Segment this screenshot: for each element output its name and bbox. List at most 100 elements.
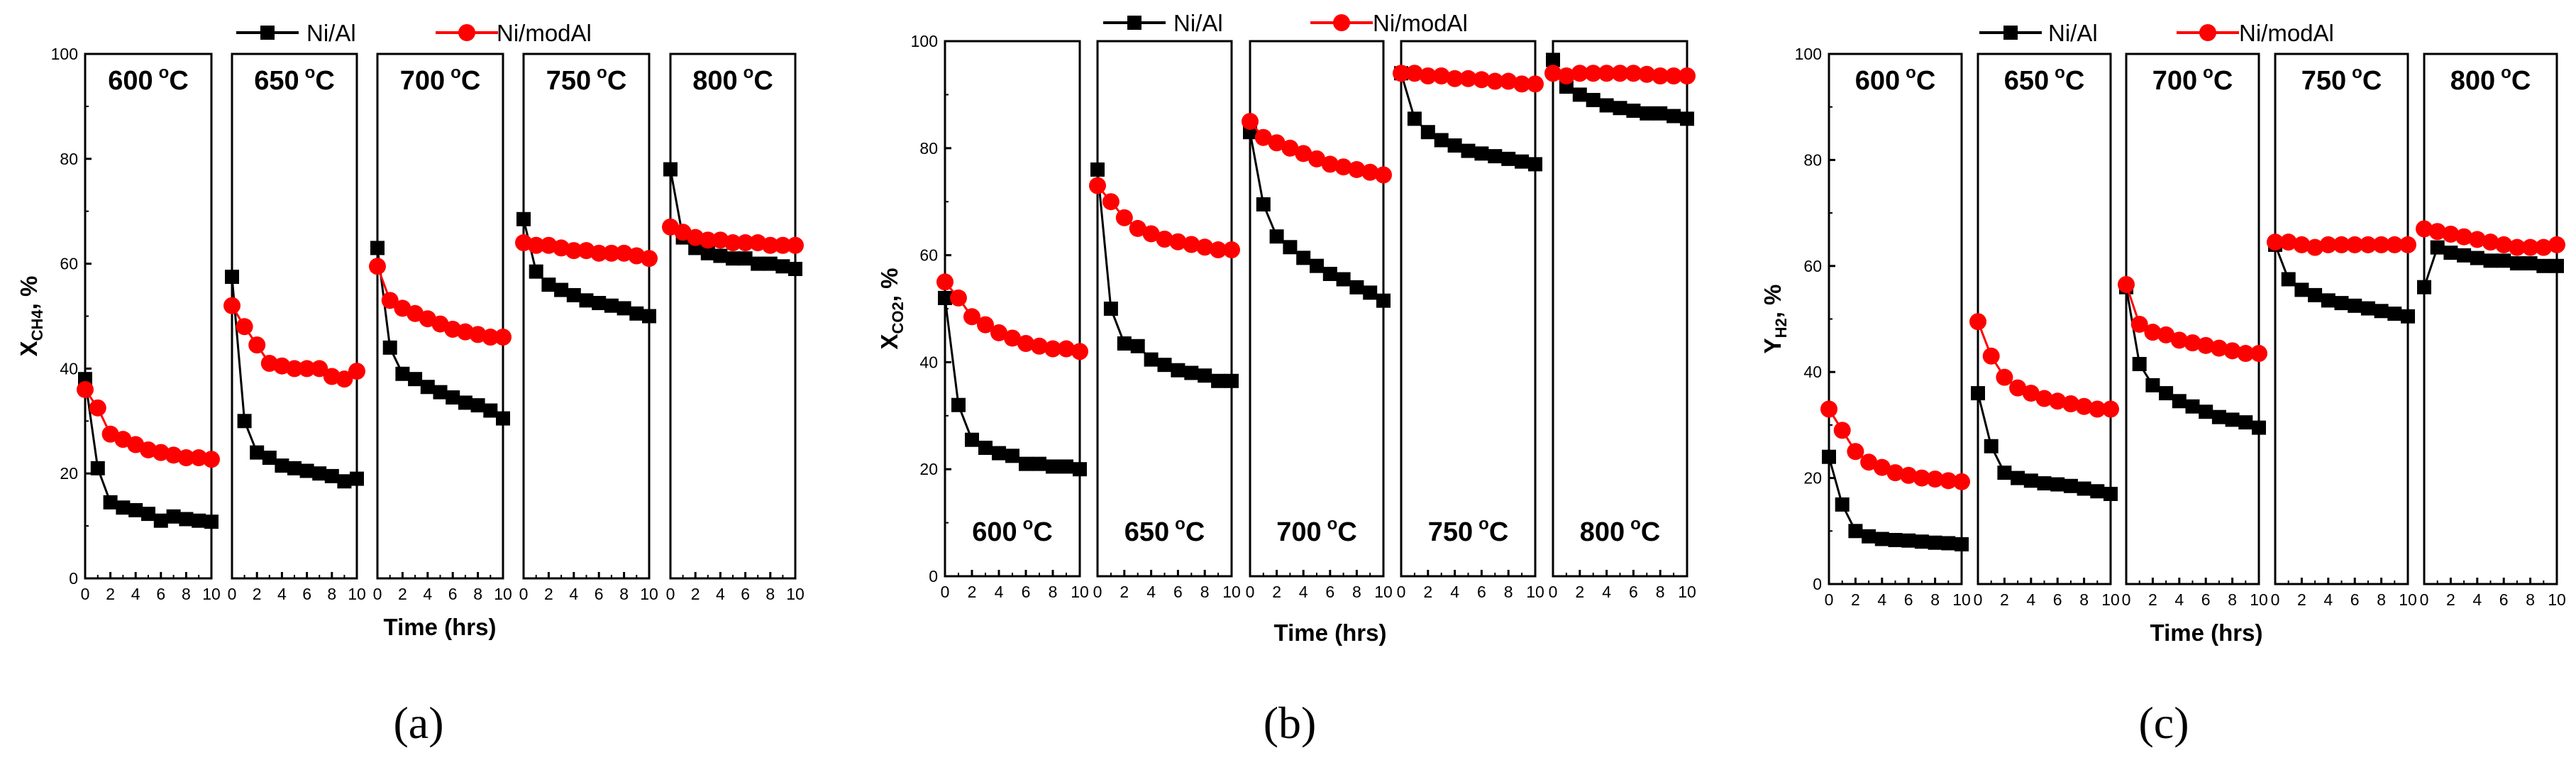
y-tick-label: 40 — [1803, 363, 1822, 381]
data-point — [726, 251, 740, 266]
temperature-value: 700 — [1276, 517, 1321, 547]
data-point — [1860, 453, 1878, 471]
subpanel-frame — [1249, 40, 1385, 578]
data-point — [579, 293, 594, 308]
data-point — [1996, 368, 2013, 386]
data-point — [237, 414, 252, 429]
panel-caption: (a) — [393, 698, 443, 748]
data-point — [2077, 481, 2091, 496]
y-axis-label: XCO2, % — [876, 268, 907, 350]
data-point — [1528, 157, 1542, 172]
data-point — [420, 380, 435, 395]
x-tick-label: 6 — [2350, 590, 2360, 609]
x-tick-label: 8 — [473, 585, 482, 603]
data-point — [1901, 533, 1916, 548]
data-point — [2430, 240, 2445, 255]
data-point — [1500, 72, 1518, 90]
data-point — [1296, 251, 1311, 265]
x-tick-label: 2 — [2148, 590, 2157, 609]
y-tick-label: 80 — [60, 150, 78, 168]
data-point — [699, 231, 717, 249]
data-point — [1169, 233, 1187, 251]
data-point — [963, 308, 980, 326]
x-tick-label: 2 — [253, 585, 262, 603]
data-point — [1031, 337, 1048, 355]
data-point — [1210, 241, 1227, 259]
data-point — [2294, 282, 2309, 297]
degree-symbol: o — [305, 63, 316, 82]
data-point — [324, 468, 339, 483]
temperature-value: 650 — [254, 66, 299, 96]
data-point — [1586, 92, 1601, 107]
temperature-label: 650 oC — [2004, 63, 2085, 96]
data-point — [2159, 386, 2174, 401]
data-point — [554, 282, 569, 297]
temperature-value: 750 — [546, 66, 591, 96]
series-ni-al — [1090, 162, 1239, 388]
series-ni-modal — [1544, 65, 1696, 85]
y-tick-label: 100 — [911, 32, 938, 50]
temperature-value: 800 — [692, 66, 737, 96]
data-point — [1941, 536, 1956, 551]
data-point — [1142, 225, 1160, 243]
data-point — [1984, 439, 1999, 453]
x-tick-label: 8 — [2377, 590, 2386, 609]
data-point — [103, 495, 118, 510]
data-point — [2319, 236, 2337, 253]
data-point — [2360, 301, 2375, 316]
data-point — [1971, 386, 1985, 401]
data-point — [2536, 258, 2551, 273]
data-point — [2211, 409, 2226, 424]
data-point — [153, 513, 168, 528]
data-point — [1515, 154, 1530, 169]
data-point — [1679, 67, 1696, 85]
data-point — [1225, 373, 1239, 388]
data-point — [1955, 536, 1969, 551]
data-point — [1653, 106, 1668, 121]
temperature-value: 700 — [2152, 66, 2197, 96]
data-point — [2062, 395, 2079, 413]
x-tick-label: 10 — [1071, 583, 1089, 601]
data-point — [1874, 532, 1889, 546]
data-point — [275, 458, 289, 473]
subpanel-800c: 0 2 4 6 8 10 800 oC — [1544, 40, 1696, 601]
temperature-unit: C — [2213, 66, 2233, 96]
x-tick-label: 2 — [2297, 590, 2306, 609]
subpanel-600c: 0 2 4 6 8 10 600 oC — [77, 53, 221, 603]
series-ni-modal — [936, 273, 1088, 361]
series-ni-modal — [223, 297, 365, 388]
x-tick-label: 6 — [595, 585, 604, 603]
data-point — [165, 446, 182, 464]
data-point — [446, 390, 460, 405]
data-point — [1157, 358, 1172, 373]
legend-label: Ni/Al — [2048, 20, 2098, 46]
data-point — [2497, 253, 2511, 268]
x-tick-label: 2 — [2446, 590, 2455, 609]
x-tick-label: 10 — [1222, 583, 1241, 601]
data-point — [1848, 524, 1863, 539]
data-point — [977, 316, 994, 334]
subpanel-650c: 0 2 4 6 8 10 650 oC — [1969, 53, 2120, 609]
data-point — [2185, 399, 2200, 414]
data-point — [2089, 400, 2106, 418]
temperature-unit: C — [2362, 66, 2382, 96]
panel-caption: (b) — [1264, 698, 1317, 748]
data-point — [604, 298, 619, 313]
degree-symbol: o — [597, 63, 607, 82]
legend-marker — [260, 26, 275, 40]
data-point — [1283, 240, 1298, 255]
data-point — [2225, 412, 2240, 427]
data-point — [1557, 67, 1575, 85]
legend-marker — [1127, 16, 1141, 30]
x-tick-label: 4 — [716, 585, 725, 603]
data-point — [2250, 345, 2267, 363]
temperature-label: 700 oC — [1276, 514, 1357, 547]
data-point — [1144, 352, 1159, 367]
data-point — [204, 514, 219, 529]
series-ni-al — [2119, 280, 2266, 435]
temperature-unit: C — [1033, 517, 1052, 547]
data-point — [761, 236, 779, 254]
temperature-unit: C — [753, 66, 773, 96]
